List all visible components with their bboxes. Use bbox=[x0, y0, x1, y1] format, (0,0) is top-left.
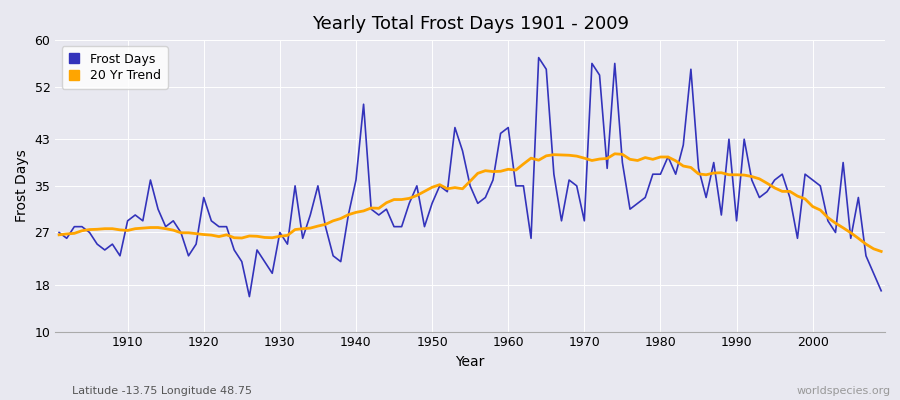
Frost Days bbox=[609, 61, 620, 66]
20 Yr Trend bbox=[876, 249, 886, 254]
20 Yr Trend bbox=[594, 157, 605, 162]
Line: 20 Yr Trend: 20 Yr Trend bbox=[59, 154, 881, 252]
Frost Days bbox=[534, 55, 544, 60]
Line: Frost Days: Frost Days bbox=[59, 58, 881, 297]
20 Yr Trend bbox=[503, 167, 514, 172]
20 Yr Trend bbox=[114, 228, 125, 232]
20 Yr Trend bbox=[54, 232, 65, 237]
Frost Days bbox=[244, 294, 255, 299]
X-axis label: Year: Year bbox=[455, 355, 485, 369]
Y-axis label: Frost Days: Frost Days bbox=[15, 150, 29, 222]
20 Yr Trend bbox=[495, 169, 506, 174]
Frost Days bbox=[54, 230, 65, 235]
Frost Days bbox=[876, 288, 886, 293]
20 Yr Trend bbox=[282, 233, 292, 238]
20 Yr Trend bbox=[609, 151, 620, 156]
Frost Days bbox=[290, 184, 301, 188]
Text: Latitude -13.75 Longitude 48.75: Latitude -13.75 Longitude 48.75 bbox=[72, 386, 252, 396]
Frost Days bbox=[336, 259, 346, 264]
Frost Days bbox=[114, 254, 125, 258]
20 Yr Trend bbox=[328, 218, 338, 223]
Text: worldspecies.org: worldspecies.org bbox=[796, 386, 891, 396]
Legend: Frost Days, 20 Yr Trend: Frost Days, 20 Yr Trend bbox=[61, 46, 167, 89]
Frost Days bbox=[510, 184, 521, 188]
Title: Yearly Total Frost Days 1901 - 2009: Yearly Total Frost Days 1901 - 2009 bbox=[311, 15, 628, 33]
Frost Days bbox=[503, 125, 514, 130]
